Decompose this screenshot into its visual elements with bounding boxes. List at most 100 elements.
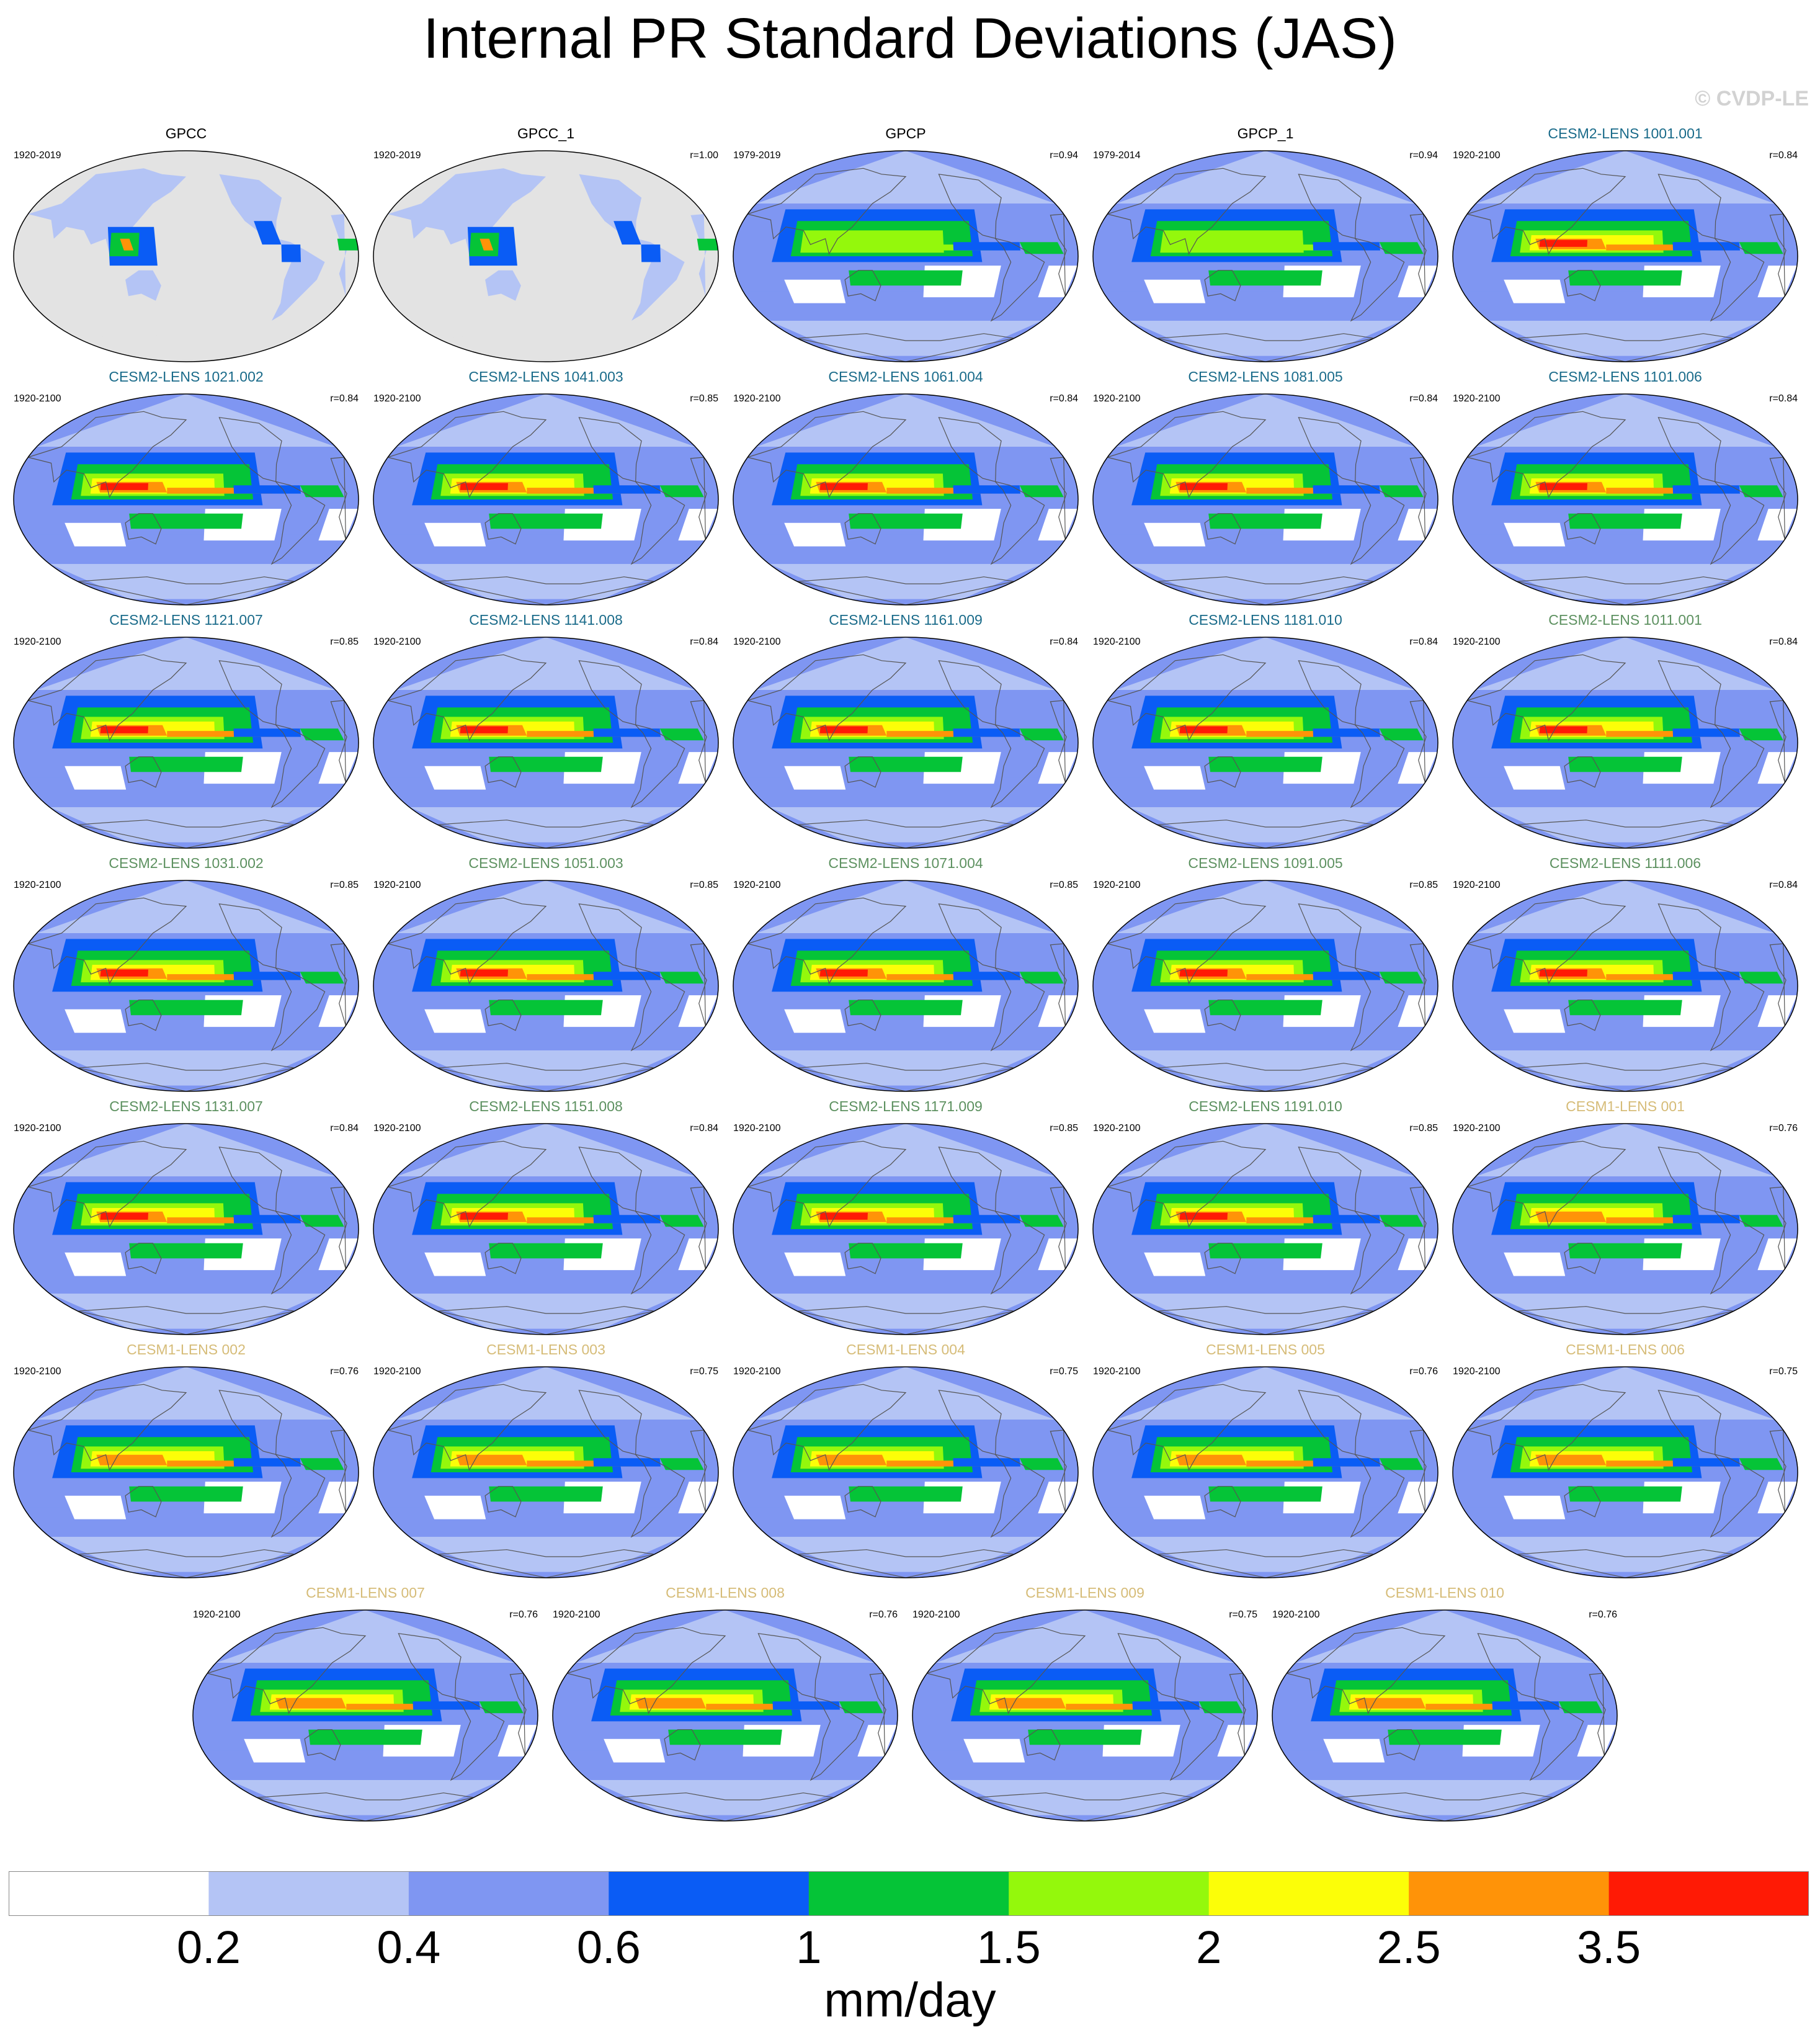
colorbar-segment <box>1208 1871 1409 1916</box>
panel-title: CESM2-LENS 1181.010 <box>1189 612 1342 628</box>
panel-years: 1920-2100 <box>733 1366 781 1377</box>
global-map <box>733 393 1079 606</box>
global-map <box>13 1123 359 1335</box>
panel-title: CESM2-LENS 1021.002 <box>109 369 264 385</box>
map-panel: CESM1-LENS 001 1920-2100 r=0.76 <box>1448 1097 1803 1340</box>
panel-years: 1920-2100 <box>1453 150 1501 161</box>
map-panel: CESM2-LENS 1191.010 1920-2100 r=0.85 <box>1088 1097 1443 1340</box>
global-map <box>1092 880 1439 1092</box>
panel-pattern-correlation: r=0.84 <box>1050 637 1078 647</box>
global-map <box>192 1609 538 1822</box>
map-panel: CESM2-LENS 1111.006 1920-2100 r=0.84 <box>1448 854 1803 1097</box>
panel-pattern-correlation: r=0.76 <box>1409 1366 1438 1377</box>
global-map <box>373 1123 719 1335</box>
panel-years: 1920-2100 <box>373 880 421 890</box>
panel-pattern-correlation: r=0.84 <box>1769 393 1798 404</box>
colorbar-segment <box>208 1871 409 1916</box>
panel-title: CESM1-LENS 005 <box>1206 1341 1325 1358</box>
panel-title: CESM1-LENS 007 <box>306 1585 425 1601</box>
panel-years: 1979-2014 <box>1093 150 1141 161</box>
colorbar-tick-label: 0.6 <box>576 1921 641 1973</box>
global-map <box>1272 1609 1618 1822</box>
panel-title: CESM2-LENS 1141.008 <box>469 612 623 628</box>
panel-title: GPCP <box>885 125 926 141</box>
map-panel: CESM1-LENS 003 1920-2100 r=0.75 <box>368 1340 723 1583</box>
panel-title: CESM2-LENS 1101.006 <box>1548 369 1702 385</box>
panel-pattern-correlation: r=0.76 <box>869 1609 898 1620</box>
panel-pattern-correlation: r=0.85 <box>690 393 718 404</box>
global-map <box>912 1609 1258 1822</box>
panel-title: GPCC_1 <box>517 125 575 141</box>
panel-pattern-correlation: r=0.84 <box>330 393 359 404</box>
map-panel: CESM1-LENS 002 1920-2100 r=0.76 <box>9 1340 364 1583</box>
colorbar-tick-label: 0.2 <box>177 1921 241 1973</box>
colorbar-tick-label: 0.4 <box>377 1921 441 1973</box>
panel-years: 1920-2100 <box>1272 1609 1320 1620</box>
panel-years: 1920-2100 <box>1093 1123 1141 1134</box>
panel-pattern-correlation: r=0.75 <box>1229 1609 1257 1620</box>
colorbar-segment <box>1009 1871 1210 1916</box>
panel-title: CESM1-LENS 003 <box>486 1341 605 1358</box>
panel-years: 1920-2100 <box>14 637 61 647</box>
panel-years: 1920-2100 <box>373 637 421 647</box>
map-panel: CESM2-LENS 1171.009 1920-2100 r=0.85 <box>728 1097 1083 1340</box>
panel-title: CESM2-LENS 1121.007 <box>109 612 263 628</box>
map-panel: CESM1-LENS 009 1920-2100 r=0.75 <box>908 1583 1262 1827</box>
panel-title: CESM2-LENS 1001.001 <box>1548 125 1703 141</box>
panel-title: CESM2-LENS 1061.004 <box>828 369 983 385</box>
panel-years: 1920-2100 <box>553 1609 600 1620</box>
global-map <box>13 880 359 1092</box>
panel-years: 1920-2100 <box>1093 1366 1141 1377</box>
global-map <box>1452 637 1798 849</box>
global-map <box>1092 393 1439 606</box>
panel-years: 1920-2019 <box>373 150 421 161</box>
panel-pattern-correlation: r=0.76 <box>1769 1123 1798 1134</box>
panel-years: 1920-2100 <box>1093 393 1141 404</box>
panel-title: CESM2-LENS 1191.010 <box>1189 1098 1342 1114</box>
panel-title: CESM2-LENS 1011.001 <box>1548 612 1702 628</box>
panel-years: 1920-2100 <box>373 1366 421 1377</box>
map-panel: CESM2-LENS 1011.001 1920-2100 r=0.84 <box>1448 611 1803 854</box>
map-panel: CESM2-LENS 1031.002 1920-2100 r=0.85 <box>9 854 364 1097</box>
map-panel: GPCC_1 1920-2019 r=1.00 <box>368 124 723 367</box>
colorbar-tick-label: 2.5 <box>1376 1921 1441 1973</box>
panel-years: 1920-2100 <box>14 1123 61 1134</box>
global-map <box>1092 1366 1439 1578</box>
global-map <box>1452 1123 1798 1335</box>
panel-years: 1920-2100 <box>733 393 781 404</box>
panel-title: CESM2-LENS 1041.003 <box>468 369 623 385</box>
panel-pattern-correlation: r=0.76 <box>1589 1609 1617 1620</box>
panel-years: 1920-2100 <box>14 393 61 404</box>
global-map <box>373 150 719 362</box>
panel-years: 1979-2019 <box>733 150 781 161</box>
map-panel: CESM2-LENS 1001.001 1920-2100 r=0.84 <box>1448 124 1803 367</box>
panel-pattern-correlation: r=0.84 <box>330 1123 359 1134</box>
map-panel: CESM2-LENS 1061.004 1920-2100 r=0.84 <box>728 367 1083 611</box>
map-panel: CESM2-LENS 1121.007 1920-2100 r=0.85 <box>9 611 364 854</box>
map-panel: CESM1-LENS 008 1920-2100 r=0.76 <box>548 1583 903 1827</box>
colorbar-tick-label: 3.5 <box>1577 1921 1641 1973</box>
map-panel: CESM2-LENS 1071.004 1920-2100 r=0.85 <box>728 854 1083 1097</box>
panel-years: 1920-2100 <box>14 880 61 890</box>
panel-title: CESM2-LENS 1171.009 <box>829 1098 983 1114</box>
colorbar-segment <box>1608 1871 1809 1916</box>
colorbar <box>9 1871 1809 1916</box>
panel-title: CESM1-LENS 008 <box>666 1585 785 1601</box>
panel-pattern-correlation: r=1.00 <box>690 150 718 161</box>
global-map <box>13 150 359 362</box>
global-map <box>1452 393 1798 606</box>
panel-years: 1920-2100 <box>193 1609 241 1620</box>
panel-pattern-correlation: r=0.84 <box>690 1123 718 1134</box>
panel-title: CESM2-LENS 1051.003 <box>468 855 623 871</box>
panel-title: CESM2-LENS 1161.009 <box>829 612 983 628</box>
panel-years: 1920-2019 <box>14 150 61 161</box>
map-panel: CESM1-LENS 004 1920-2100 r=0.75 <box>728 1340 1083 1583</box>
global-map <box>1092 637 1439 849</box>
panel-pattern-correlation: r=0.85 <box>330 637 359 647</box>
panel-pattern-correlation: r=0.84 <box>1769 880 1798 890</box>
colorbar-segment <box>808 1871 1009 1916</box>
global-map <box>733 637 1079 849</box>
panel-pattern-correlation: r=0.85 <box>690 880 718 890</box>
panel-title: CESM2-LENS 1091.005 <box>1188 855 1343 871</box>
panel-title: CESM1-LENS 009 <box>1025 1585 1144 1601</box>
